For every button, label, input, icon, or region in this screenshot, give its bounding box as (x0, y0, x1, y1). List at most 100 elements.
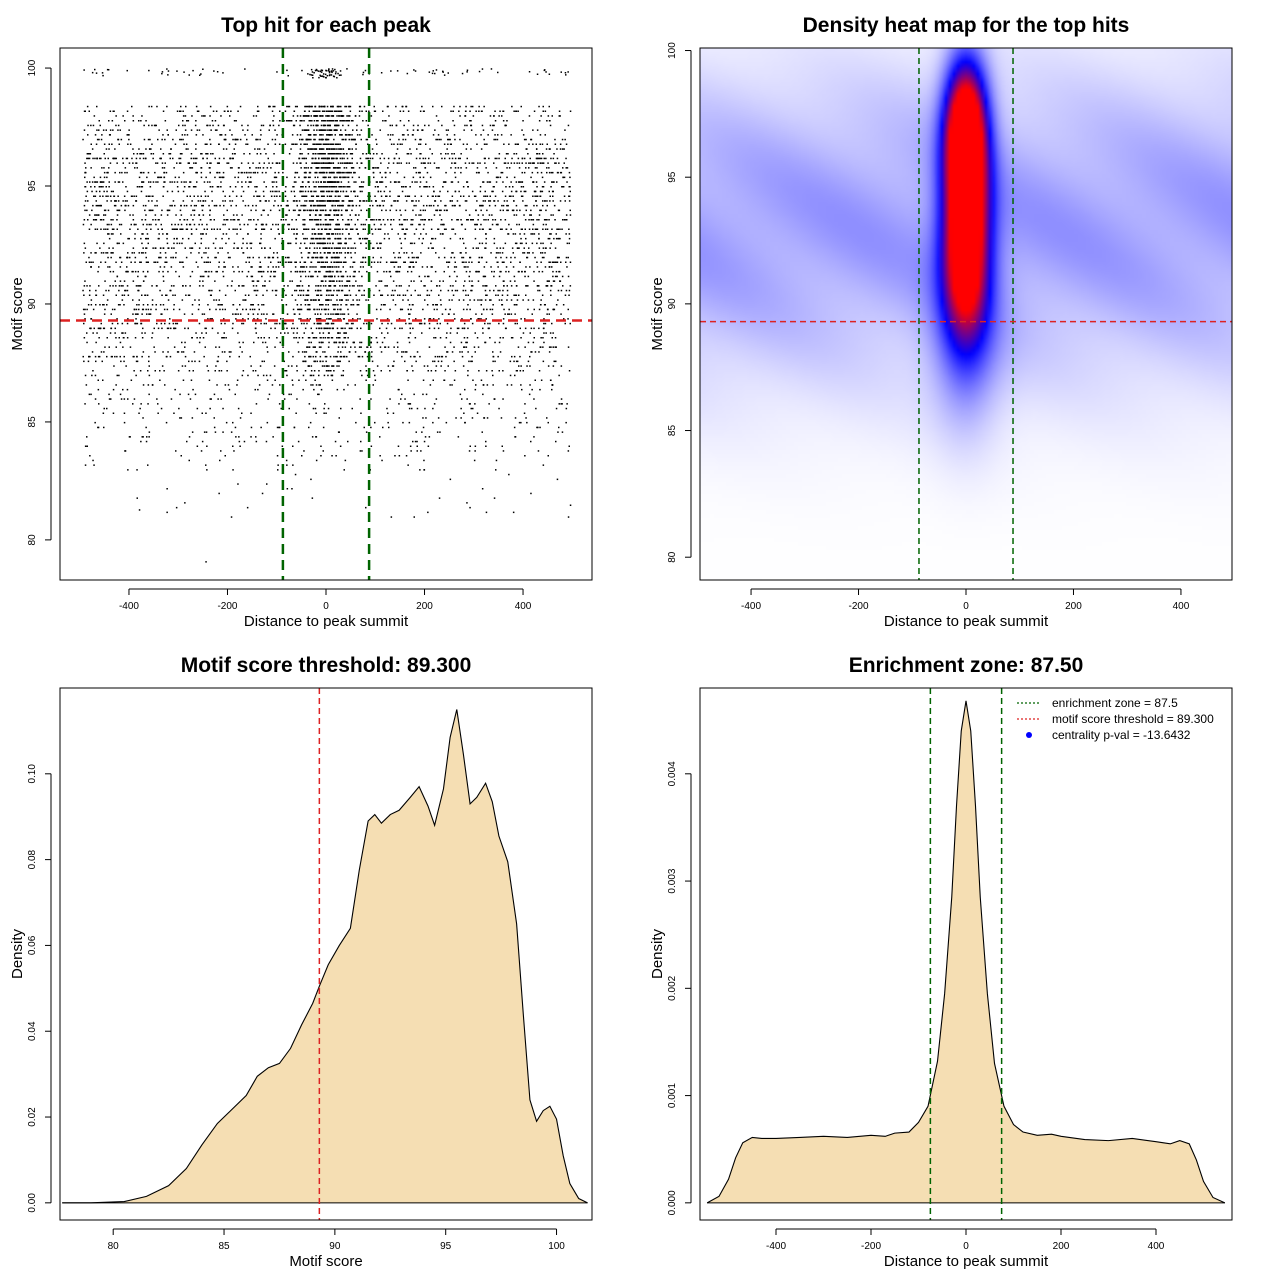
data-point (296, 228, 298, 230)
data-point (124, 289, 127, 292)
data-point (510, 313, 513, 315)
data-point (396, 270, 398, 273)
data-point (318, 299, 320, 301)
data-point (525, 242, 527, 245)
data-point (524, 327, 527, 330)
data-point (169, 157, 171, 160)
data-point (267, 157, 269, 160)
data-point (276, 195, 278, 197)
data-point (410, 223, 412, 226)
data-point (457, 436, 460, 438)
data-point (239, 445, 241, 447)
data-point (167, 247, 169, 249)
data-point (159, 176, 161, 179)
data-point (247, 162, 250, 164)
data-point (117, 200, 120, 202)
data-point (103, 407, 105, 410)
data-point (326, 289, 328, 292)
data-point (308, 209, 310, 212)
data-point (430, 370, 433, 372)
data-point (542, 360, 545, 363)
data-point (482, 181, 484, 183)
scatter-panel: Top hit for each peak Distance to peak su… (0, 0, 640, 640)
data-point (237, 219, 239, 221)
data-point (568, 242, 570, 245)
data-point (273, 204, 275, 207)
data-point (193, 204, 196, 207)
data-point (322, 285, 325, 287)
data-point (307, 252, 310, 254)
data-point (506, 200, 508, 202)
data-point (468, 261, 470, 263)
data-point (263, 360, 265, 363)
data-point (540, 252, 542, 254)
data-point (111, 355, 113, 358)
data-point (339, 176, 341, 179)
data-point (380, 190, 382, 193)
data-point (292, 384, 294, 386)
data-point (507, 313, 509, 315)
data-point (180, 228, 182, 230)
data-point (406, 228, 408, 230)
data-point (288, 393, 290, 396)
data-point (548, 351, 551, 353)
data-point (413, 355, 415, 358)
data-point (344, 252, 346, 254)
data-point (381, 200, 384, 202)
data-point (469, 256, 471, 259)
data-point (346, 171, 348, 174)
data-point (262, 270, 264, 273)
data-point (536, 285, 539, 287)
data-point (313, 190, 315, 193)
data-point (386, 407, 388, 410)
data-point (259, 167, 261, 169)
data-point (169, 355, 172, 358)
data-point (351, 209, 353, 212)
data-point (293, 200, 296, 202)
data-point (486, 195, 489, 197)
data-point (516, 370, 518, 372)
data-point (173, 412, 175, 414)
data-point (419, 209, 422, 212)
data-point (124, 167, 127, 169)
data-point (141, 186, 143, 188)
data-point (311, 436, 314, 438)
data-point (256, 186, 258, 188)
data-point (299, 280, 302, 282)
data-point (159, 266, 162, 268)
data-point (318, 370, 320, 372)
data-point (544, 322, 547, 325)
data-point (527, 299, 530, 301)
data-point (465, 247, 467, 249)
data-point (321, 280, 323, 282)
data-point (220, 322, 223, 325)
data-point (397, 388, 400, 391)
data-point (539, 304, 542, 306)
data-point (298, 200, 301, 202)
data-point (365, 322, 368, 325)
data-point (148, 374, 151, 377)
data-point (463, 261, 465, 263)
data-point (381, 459, 383, 462)
data-point (359, 285, 361, 287)
data-point (205, 332, 207, 334)
data-point (319, 223, 322, 226)
data-point (539, 195, 541, 197)
data-point (330, 299, 332, 301)
data-point (551, 322, 553, 325)
data-point (301, 186, 303, 188)
data-point (521, 270, 523, 273)
data-point (481, 313, 483, 315)
data-point (380, 294, 382, 296)
data-point (419, 181, 422, 183)
data-point (553, 204, 556, 207)
data-point (315, 266, 317, 268)
data-point (352, 261, 355, 263)
data-point (231, 200, 234, 202)
data-point (343, 332, 345, 334)
data-point (470, 285, 473, 287)
data-point (179, 162, 182, 164)
data-point (142, 308, 145, 311)
data-point (220, 398, 222, 400)
data-point (161, 294, 163, 296)
